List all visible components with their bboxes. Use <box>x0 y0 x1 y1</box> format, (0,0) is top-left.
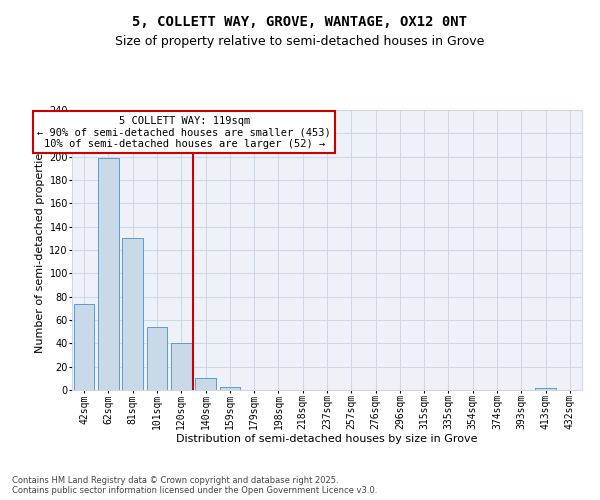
Text: Size of property relative to semi-detached houses in Grove: Size of property relative to semi-detach… <box>115 35 485 48</box>
Bar <box>74 304 94 390</box>
Bar <box>122 238 143 390</box>
Text: Contains HM Land Registry data © Crown copyright and database right 2025.
Contai: Contains HM Land Registry data © Crown c… <box>12 476 377 495</box>
Bar <box>98 158 119 390</box>
Bar <box>195 378 216 390</box>
X-axis label: Distribution of semi-detached houses by size in Grove: Distribution of semi-detached houses by … <box>176 434 478 444</box>
Bar <box>171 344 191 390</box>
Bar <box>146 327 167 390</box>
Text: 5, COLLETT WAY, GROVE, WANTAGE, OX12 0NT: 5, COLLETT WAY, GROVE, WANTAGE, OX12 0NT <box>133 15 467 29</box>
Text: 5 COLLETT WAY: 119sqm
← 90% of semi-detached houses are smaller (453)
10% of sem: 5 COLLETT WAY: 119sqm ← 90% of semi-deta… <box>37 116 331 149</box>
Bar <box>535 388 556 390</box>
Bar <box>220 386 240 390</box>
Y-axis label: Number of semi-detached properties: Number of semi-detached properties <box>35 147 45 353</box>
